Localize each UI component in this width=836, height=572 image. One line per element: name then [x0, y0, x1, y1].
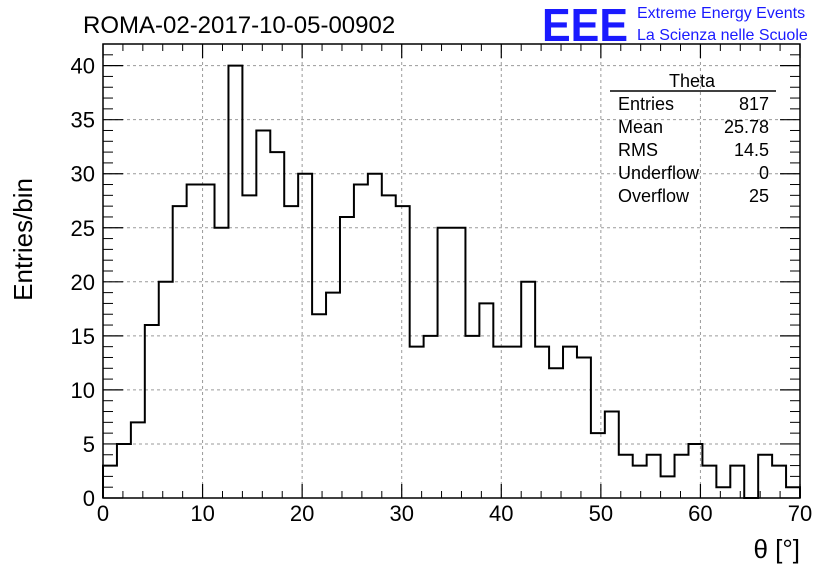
y-tick-label: 35: [71, 108, 95, 133]
eee-logo: EEE Extreme Energy Events La Scienza nel…: [542, 0, 808, 51]
y-tick-label: 25: [71, 216, 95, 241]
y-tick-labels: 0 5 10 15 20 25 30 35 40: [71, 54, 95, 511]
histogram-outline: [102, 64, 801, 499]
logo-mark: EEE: [542, 0, 628, 51]
stats-row-label: Underflow: [618, 163, 700, 183]
chart-title: ROMA-02-2017-10-05-00902: [83, 12, 395, 39]
x-tick-label: 10: [190, 501, 214, 526]
x-tick-label: 30: [389, 501, 413, 526]
stats-row-value: 25.78: [724, 117, 769, 137]
stats-row-label: Overflow: [618, 186, 690, 206]
y-tick-label: 20: [71, 270, 95, 295]
x-tick-label: 70: [788, 501, 812, 526]
axis-ticks: [102, 43, 801, 499]
y-tick-label: 0: [83, 486, 95, 511]
stats-row-value: 0: [759, 163, 769, 183]
y-tick-label: 10: [71, 378, 95, 403]
stats-row-label: Mean: [618, 117, 663, 137]
logo-line2: La Scienza nelle Scuole: [637, 27, 808, 44]
y-tick-label: 15: [71, 324, 95, 349]
stats-row-label: Entries: [618, 94, 674, 114]
stats-row-label: RMS: [618, 140, 658, 160]
stats-row-value: 817: [739, 94, 769, 114]
logo-line1: Extreme Energy Events: [637, 5, 805, 22]
y-tick-label: 40: [71, 54, 95, 79]
y-tick-label: 30: [71, 162, 95, 187]
x-tick-label: 60: [688, 501, 712, 526]
x-tick-label: 50: [589, 501, 613, 526]
x-tick-labels: 0 10 20 30 40 50 60 70: [97, 501, 812, 526]
y-tick-label: 5: [83, 432, 95, 457]
x-axis-label: θ [°]: [753, 534, 800, 564]
stats-row-value: 14.5: [734, 140, 769, 160]
plot-frame: [102, 43, 801, 499]
stats-box-title: Theta: [669, 71, 716, 91]
x-tick-label: 0: [97, 501, 109, 526]
x-tick-label: 40: [489, 501, 513, 526]
stats-box: Theta Entries 817 Mean 25.78 RMS 14.5 Underflo…: [610, 71, 776, 206]
stats-row-value: 25: [749, 186, 769, 206]
grid-lines: [102, 44, 801, 499]
x-tick-label: 20: [290, 501, 314, 526]
y-axis-label: Entries/bin: [8, 178, 38, 301]
